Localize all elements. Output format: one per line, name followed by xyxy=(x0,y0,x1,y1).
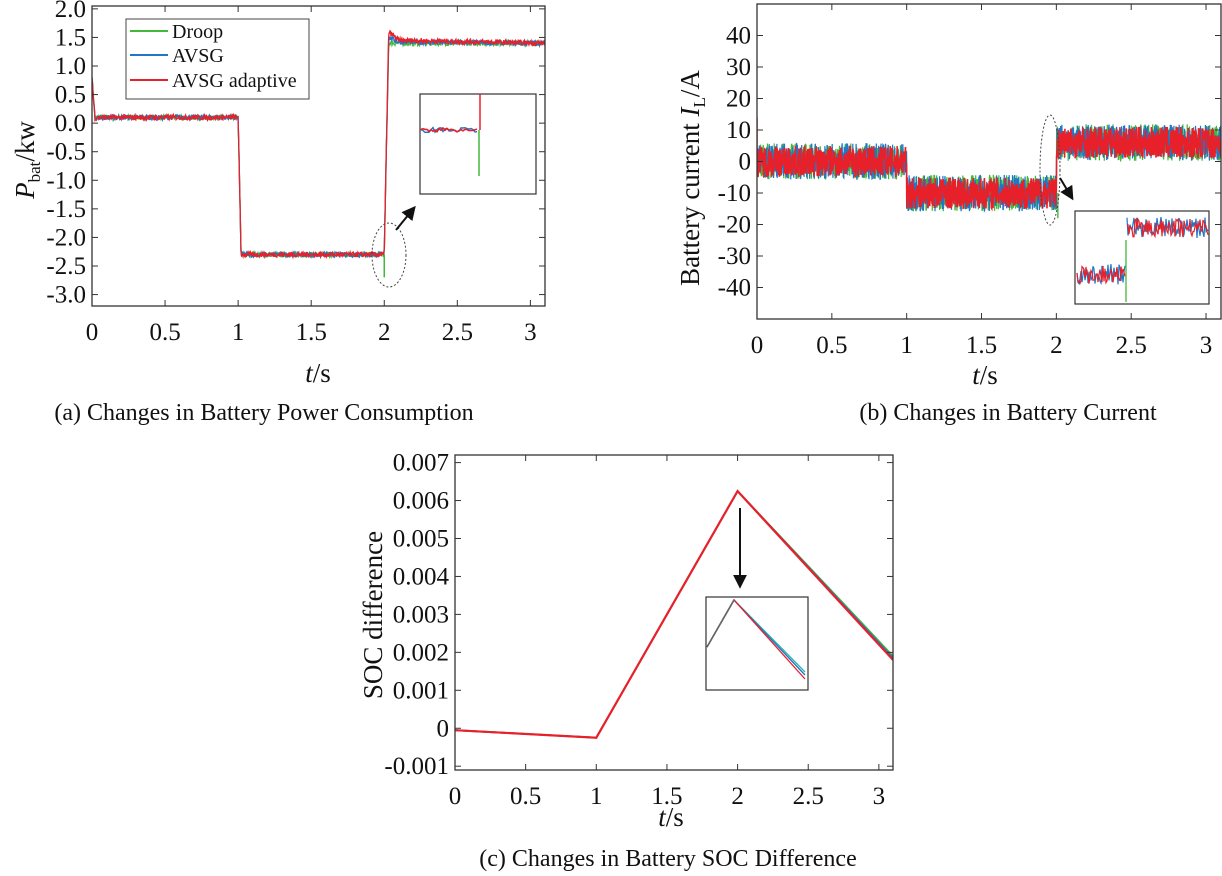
x-tick-label: 1 xyxy=(232,319,245,346)
x-tick-label: 1 xyxy=(900,332,913,359)
chart-c-frame xyxy=(454,454,894,771)
x-tick-label: 0.5 xyxy=(510,783,541,810)
chart-c-xlabel: t/s xyxy=(658,802,684,832)
y-tick-label: 0.004 xyxy=(393,563,450,590)
chart-a-legend: Droop AVSG AVSG adaptive xyxy=(125,18,310,100)
y-tick-label: 0.005 xyxy=(393,525,449,552)
x-tick-label: 2.5 xyxy=(793,783,824,810)
y-tick-label: 10 xyxy=(726,117,751,144)
chart-b-inset-lines xyxy=(1076,217,1209,302)
x-tick-label: 0 xyxy=(751,332,764,359)
inset-b-block-adaptive-low xyxy=(1076,265,1126,285)
x-tick-label: 2.5 xyxy=(1116,332,1147,359)
chart-a-xlabel: t/s xyxy=(305,358,331,388)
caption-b: (b) Changes in Battery Current xyxy=(859,400,1157,426)
chart-c-x-ticks: 0 0.5 1 1.5 2 2.5 3 xyxy=(449,455,885,810)
chart-a-frame xyxy=(91,5,546,307)
inset-c-rising-segment xyxy=(706,599,735,648)
y-tick-label: 1.5 xyxy=(55,24,86,51)
y-tick-label: 0 xyxy=(437,715,450,742)
y-tick-label: 2.0 xyxy=(55,0,86,23)
chart-b-zoom-ellipse xyxy=(1039,114,1061,226)
inset-a-series-avsg-adaptive xyxy=(420,126,478,134)
y-tick-label: 0.5 xyxy=(55,82,86,109)
y-tick-label: -40 xyxy=(718,275,751,302)
y-tick-label: -3.0 xyxy=(46,282,86,309)
chart-a-y-ticks: 2.01.51.00.50.0-0.5-1.0-1.5-2.0-2.5-3.0 xyxy=(46,0,545,309)
chart-b-y-ticks: 40 30 20 10 0 -10 -20 -30 -40 xyxy=(718,23,1221,302)
chart-b-zoom-arrow xyxy=(1059,177,1074,201)
x-tick-label: 3 xyxy=(1200,332,1213,359)
chart-c-ylabel: SOC difference xyxy=(358,531,388,699)
chart-b-plot-area xyxy=(757,117,1221,219)
inset-b-block-adaptive-high xyxy=(1126,217,1209,239)
chart-c-inset-lines xyxy=(706,598,806,680)
y-tick-label: 0.002 xyxy=(393,639,449,666)
y-tick-label: 0.003 xyxy=(393,601,449,628)
series-line-avsg xyxy=(455,489,893,739)
x-tick-label: 0 xyxy=(86,319,99,346)
legend-label-avsg-adaptive: AVSG adaptive xyxy=(172,70,297,92)
chart-c-y-ticks: 0.007 0.006 0.005 0.004 0.003 0.002 0.001 0 -0.0… xyxy=(384,450,893,780)
y-tick-label: -30 xyxy=(718,243,751,270)
y-tick-label: 0.001 xyxy=(393,677,449,704)
y-tick-label: 30 xyxy=(726,54,751,81)
legend-label-avsg: AVSG xyxy=(172,45,224,67)
x-tick-label: 3 xyxy=(873,783,886,810)
series-line-avsg-adaptive xyxy=(455,489,893,739)
x-tick-label: 2 xyxy=(731,783,744,810)
x-tick-label: 1 xyxy=(590,783,603,810)
series-line-avsg-adaptive xyxy=(92,29,545,260)
y-tick-label: 0.006 xyxy=(393,488,449,515)
y-tick-label: -1.5 xyxy=(46,196,86,223)
chart-a-inset-lines xyxy=(420,94,481,176)
y-tick-label: 0.007 xyxy=(393,450,449,477)
x-tick-label: 0.5 xyxy=(816,332,847,359)
caption-c: (c) Changes in Battery SOC Difference xyxy=(479,846,856,872)
chart-b-x-ticks: 0 0.5 1 1.5 2 2.5 3 xyxy=(751,4,1213,359)
x-tick-label: 0 xyxy=(449,783,462,810)
y-tick-label: -2.0 xyxy=(46,224,86,251)
legend-label-droop: Droop xyxy=(172,21,223,43)
chart-a-plot-area xyxy=(92,29,545,278)
x-tick-label: 1.5 xyxy=(651,783,682,810)
y-tick-label: -10 xyxy=(718,180,751,207)
chart-a-inset xyxy=(419,93,537,195)
x-tick-label: 1.5 xyxy=(966,332,997,359)
y-tick-label: -0.001 xyxy=(384,753,449,780)
caption-a: (a) Changes in Battery Power Consumption xyxy=(54,400,473,426)
y-tick-label: 0.0 xyxy=(55,110,86,137)
chart-b-ylabel: Battery current IL/A xyxy=(675,70,709,286)
series-line-avsg-adaptive xyxy=(757,125,1221,212)
chart-c-inset xyxy=(705,596,809,691)
x-tick-label: 2 xyxy=(378,319,391,346)
chart-panel-c: 0.0070.0060.0050.0040.0030.0020.0010-0.0… xyxy=(358,450,894,832)
y-tick-label: -0.5 xyxy=(46,139,86,166)
legend-box xyxy=(125,18,310,100)
x-tick-label: 0.5 xyxy=(149,319,180,346)
x-tick-label: 1.5 xyxy=(296,319,327,346)
x-tick-label: 3 xyxy=(524,319,537,346)
y-tick-label: -2.5 xyxy=(46,253,86,280)
chart-panel-b: 40 30 20 10 0 -10 -20 -30 -40 0 0.5 1 1.5 2 2.5 3 Batt… xyxy=(675,3,1222,390)
chart-a-ylabel: Pbat/kw xyxy=(10,121,44,200)
chart-a-zoom-ellipse xyxy=(371,222,407,288)
chart-b-xlabel: t/s xyxy=(972,360,998,390)
y-tick-label: 20 xyxy=(726,86,751,113)
y-tick-label: 40 xyxy=(726,23,751,50)
chart-panel-a: 2.01.51.00.50.0-0.5-1.0-1.5-2.0-2.5-3.0 … xyxy=(10,0,546,388)
y-tick-label: 0 xyxy=(739,149,752,176)
series-line-droop xyxy=(455,489,893,739)
x-tick-label: 2 xyxy=(1050,332,1063,359)
y-tick-label: -20 xyxy=(718,212,751,239)
chart-c-plot-area xyxy=(455,489,893,739)
x-tick-label: 2.5 xyxy=(442,319,473,346)
y-tick-label: -1.0 xyxy=(46,167,86,194)
y-tick-label: 1.0 xyxy=(55,53,86,80)
chart-a-x-ticks: 0 0.5 1 1.5 2 2.5 3 xyxy=(86,6,537,346)
chart-a-zoom-arrow xyxy=(395,205,416,231)
